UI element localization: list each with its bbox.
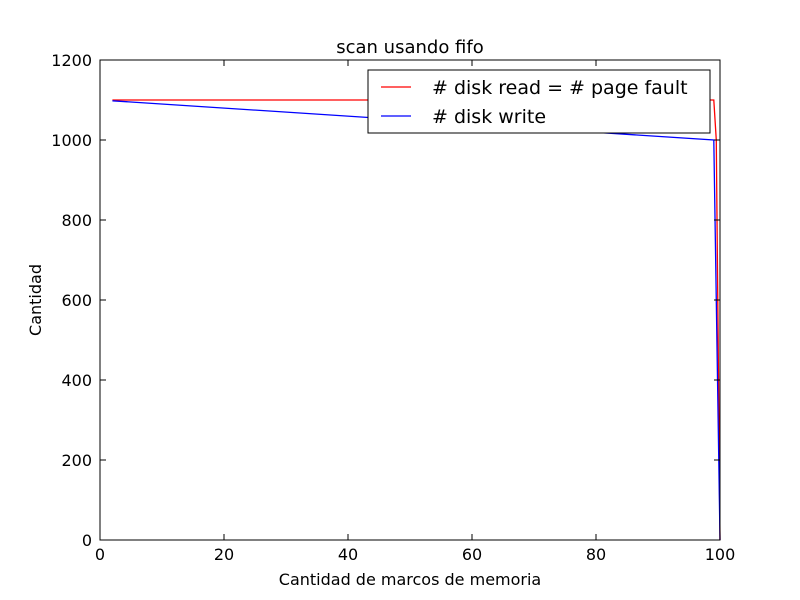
x-tick-label-2: 40 bbox=[338, 545, 358, 564]
series-layer bbox=[112, 99, 721, 541]
x-tick-label-4: 80 bbox=[586, 545, 606, 564]
y-tick-label-3: 600 bbox=[61, 291, 92, 310]
x-axis-label: Cantidad de marcos de memoria bbox=[279, 570, 541, 589]
legend-label-1: # disk write bbox=[432, 106, 546, 128]
chart-title: scan usando fifo bbox=[336, 37, 484, 58]
y-axis-label: Cantidad bbox=[26, 264, 45, 336]
series-line-0 bbox=[112, 99, 721, 541]
x-tick-label-0: 0 bbox=[95, 545, 105, 564]
y-tick-label-0: 0 bbox=[82, 531, 92, 550]
x-tick-label-3: 60 bbox=[462, 545, 482, 564]
x-tick-label-5: 100 bbox=[705, 545, 736, 564]
y-tick-label-5: 1000 bbox=[51, 131, 92, 150]
legend: # disk read = # page fault # disk write bbox=[367, 69, 711, 134]
y-tick-label-2: 400 bbox=[61, 371, 92, 390]
legend-label-0: # disk read = # page fault bbox=[432, 77, 688, 99]
y-tick-label-6: 1200 bbox=[51, 51, 92, 70]
y-tick-label-1: 200 bbox=[61, 451, 92, 470]
x-tick-label-1: 20 bbox=[214, 545, 234, 564]
series-line-1 bbox=[112, 100, 721, 541]
legend-box bbox=[367, 69, 711, 134]
y-tick-label-4: 800 bbox=[61, 211, 92, 230]
